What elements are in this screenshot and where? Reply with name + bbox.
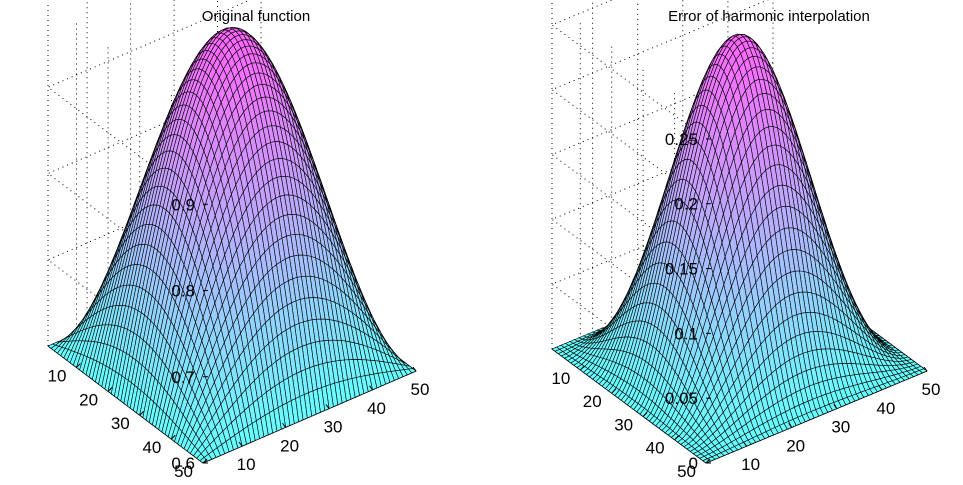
y-tick-label: 30	[614, 415, 633, 434]
x-tick-label: 40	[367, 399, 386, 418]
x-tick-mark	[743, 441, 747, 447]
tick-labels: 0 0.05 0.1 0.15 0.2 0.25 10 20 30 40 50 10 20 30 40 50	[551, 130, 940, 481]
y-tick-label: 20	[79, 390, 98, 409]
x-tick-mark	[788, 423, 793, 428]
y-tick-label: 50	[174, 462, 193, 481]
surface-cell	[199, 456, 208, 464]
chart-title: Original function	[202, 8, 310, 25]
x-tick-mark	[369, 385, 373, 391]
x-tick-mark	[412, 366, 417, 372]
y-tick-label: 40	[646, 439, 665, 458]
surface-plot-error: Error of harmonic interpolation 0 0.05 0.1…	[482, 0, 963, 485]
x-tick-label: 40	[876, 399, 895, 418]
x-tick-label: 20	[280, 436, 299, 455]
z-tick-label: 0.6	[171, 454, 195, 473]
y-tick-mark	[705, 458, 711, 464]
y-tick-mark	[171, 434, 176, 440]
y-tick-label: 10	[48, 366, 67, 385]
chart-title: Error of harmonic interpolation	[668, 8, 870, 25]
x-tick-mark	[878, 385, 883, 391]
x-tick-label: 50	[922, 380, 941, 399]
y-tick-mark	[579, 365, 585, 371]
x-tick-mark	[238, 441, 243, 447]
tick-labels: 0.6 0.7 0.8 0.9 10 20 30 40 50 10 20 30 40 50	[48, 195, 430, 481]
z-tick-label: 0.1	[674, 324, 698, 343]
y-tick-mark	[107, 387, 113, 392]
x-tick-label: 10	[237, 455, 256, 474]
x-tick-mark	[282, 423, 286, 428]
y-tick-mark	[76, 363, 81, 368]
surface-plot-original: Original function 0.6 0.7 0.8 0.9 10 20 30 40 50…	[0, 0, 480, 485]
y-tick-mark	[642, 412, 648, 417]
z-tick-label: 0.9	[171, 195, 195, 214]
z-tick-label: 0.05	[665, 389, 698, 408]
z-tick-label: 0.15	[665, 260, 698, 279]
x-tick-mark	[923, 366, 928, 372]
y-tick-label: 20	[583, 392, 602, 411]
z-tick-label: 0.25	[665, 130, 698, 149]
y-tick-mark	[611, 388, 617, 394]
y-tick-mark	[139, 410, 145, 416]
x-tick-label: 50	[411, 380, 430, 399]
x-tick-mark	[325, 404, 330, 409]
y-tick-mark	[674, 435, 679, 441]
x-tick-label: 30	[324, 418, 343, 437]
x-tick-label: 20	[786, 436, 805, 455]
z-tick-label: 0.7	[171, 368, 195, 387]
y-tick-label: 30	[111, 414, 130, 433]
y-tick-label: 10	[551, 369, 570, 388]
y-tick-label: 40	[142, 438, 161, 457]
y-tick-label: 50	[677, 462, 696, 481]
z-tick-label: 0.2	[674, 195, 698, 214]
x-tick-label: 30	[831, 418, 850, 437]
surface-plot-original-svg: Original function 0.6 0.7 0.8 0.9 10 20 30 40 50…	[47, 0, 430, 481]
y-tick-mark	[202, 458, 208, 464]
surface	[551, 33, 928, 464]
surface	[47, 27, 417, 464]
x-tick-label: 10	[741, 455, 760, 474]
surface-plot-error-svg: Error of harmonic interpolation 0 0.05 0.1…	[550, 0, 940, 481]
z-tick-label: 0.8	[171, 282, 195, 301]
z-tick-label: 0	[689, 454, 698, 473]
x-tick-mark	[833, 404, 838, 409]
